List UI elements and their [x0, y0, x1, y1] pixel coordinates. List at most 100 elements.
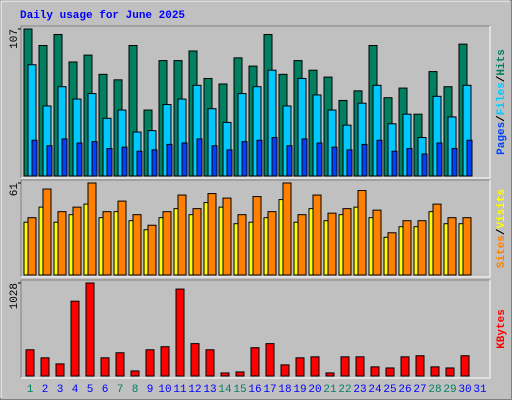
chart-title: Daily usage for June 2025: [20, 10, 185, 22]
x-tick-label: 21: [323, 384, 337, 396]
bar: [325, 372, 335, 377]
bar: [175, 288, 185, 377]
bar: [61, 138, 68, 177]
x-tick-label: 14: [218, 384, 232, 396]
bar: [196, 138, 203, 177]
bar: [106, 148, 113, 177]
bar: [391, 150, 398, 177]
x-tick-label: 7: [117, 384, 124, 396]
panel-bevel: [20, 279, 490, 378]
bar: [460, 355, 470, 377]
bar: [342, 208, 352, 276]
bar: [340, 356, 350, 377]
x-tick-label: 24: [368, 384, 382, 396]
bar: [451, 148, 458, 177]
bar: [250, 347, 260, 377]
bar: [241, 141, 248, 177]
bar: [70, 300, 80, 377]
bar: [357, 190, 367, 276]
x-tick-label: 22: [338, 384, 351, 396]
bar: [42, 188, 52, 276]
bar: [222, 197, 232, 276]
bar: [252, 196, 262, 276]
panel-bevel: [21, 280, 491, 379]
x-tick-label: 11: [173, 384, 187, 396]
bar: [310, 356, 320, 377]
bar: [355, 356, 365, 377]
legend: Pages/Files/Hits: [496, 49, 508, 155]
bar: [265, 343, 275, 377]
bar: [267, 211, 277, 276]
bar: [415, 355, 425, 377]
y-tick-label: 1028: [9, 283, 21, 309]
bar: [117, 200, 127, 276]
bar: [346, 149, 353, 177]
x-tick-label: 29: [443, 384, 456, 396]
bar: [417, 220, 427, 276]
bar: [432, 203, 442, 276]
bar: [177, 194, 187, 276]
legend-entry: Visits: [496, 189, 508, 229]
bar: [192, 208, 202, 276]
bar: [280, 364, 290, 377]
bar: [132, 214, 142, 276]
bar: [46, 145, 53, 177]
x-tick-label: 4: [72, 384, 79, 396]
bar: [205, 349, 215, 377]
x-tick-label: 2: [42, 384, 49, 396]
bar: [402, 220, 412, 276]
bar: [361, 143, 368, 177]
x-tick-label: 12: [188, 384, 201, 396]
bar: [445, 367, 455, 377]
bar: [226, 149, 233, 177]
x-tick-label: 16: [248, 384, 261, 396]
bar: [72, 206, 82, 276]
bar: [87, 182, 97, 276]
legend-entry: Hits: [496, 49, 508, 75]
bar: [327, 212, 337, 276]
bar: [40, 357, 50, 377]
bar: [400, 356, 410, 377]
bar: [121, 146, 128, 177]
legend-entry: KBytes: [496, 309, 508, 349]
legend-entry: Sites: [496, 235, 508, 268]
bar: [312, 194, 322, 276]
x-tick-label: 20: [308, 384, 321, 396]
bar: [31, 139, 38, 177]
x-tick-label: 3: [57, 384, 64, 396]
bar: [301, 138, 308, 177]
bar: [331, 146, 338, 177]
bar: [370, 366, 380, 377]
bar: [316, 142, 323, 177]
x-tick-label: 13: [203, 384, 216, 396]
bar: [211, 145, 218, 177]
bar: [27, 217, 37, 276]
x-tick-label: 18: [278, 384, 291, 396]
bar: [115, 352, 125, 377]
bar: [100, 357, 110, 377]
x-tick-label: 27: [413, 384, 426, 396]
bar: [55, 363, 65, 377]
bar: [220, 372, 230, 377]
x-tick-label: 8: [132, 384, 139, 396]
bar: [76, 142, 83, 177]
bar: [136, 150, 143, 177]
bar: [190, 343, 200, 377]
x-tick-label: 30: [458, 384, 471, 396]
panel-bevel: [20, 179, 490, 277]
legend-entry: Pages: [496, 122, 508, 155]
bar: [297, 214, 307, 276]
bar: [436, 142, 443, 177]
bar: [102, 211, 112, 276]
x-tick-label: 1: [27, 384, 34, 396]
x-tick-label: 26: [398, 384, 411, 396]
bar: [166, 143, 173, 177]
x-tick-label: 9: [147, 384, 154, 396]
x-tick-label: 31: [473, 384, 487, 396]
bar: [421, 153, 428, 177]
bar: [372, 209, 382, 276]
bar: [466, 139, 473, 177]
panel-bevel: [21, 180, 491, 278]
x-tick-label: 28: [428, 384, 441, 396]
bar: [181, 142, 188, 177]
